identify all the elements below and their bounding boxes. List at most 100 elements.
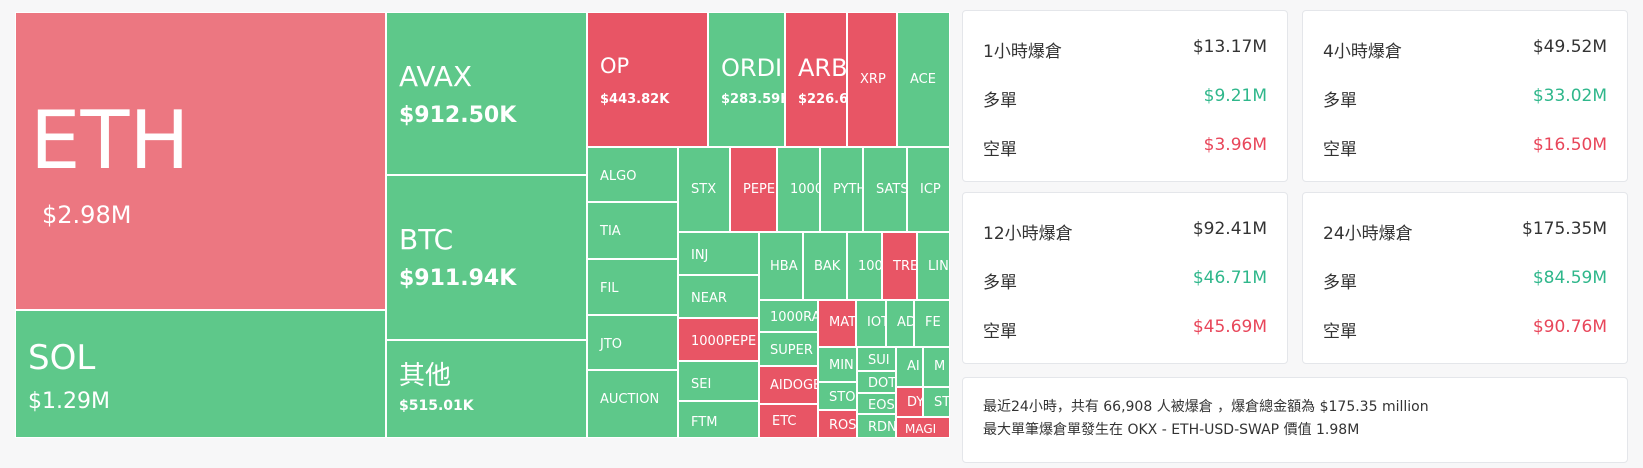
treemap-tile-1000pepe[interactable]: 1000PEPE: [678, 318, 759, 361]
treemap-tile-pepe[interactable]: PEPE: [730, 147, 777, 232]
treemap-tile-magi[interactable]: MAGI: [896, 417, 950, 438]
treemap-tile-inj[interactable]: INJ: [678, 232, 759, 275]
treemap-tile-fe[interactable]: FE: [914, 300, 950, 347]
row-label: 多單: [1323, 91, 1357, 111]
tile-value: $226.68K: [798, 92, 847, 107]
treemap-tile-lin[interactable]: LIN: [917, 232, 950, 300]
row-value: $46.71M: [1192, 268, 1267, 288]
row-value: $49.52M: [1532, 37, 1607, 57]
liquidation-summary: 最近24小時，共有 66,908 人被爆倉 ，爆倉總金額為 $175.35 mi…: [962, 377, 1628, 463]
row-label: 多單: [1323, 273, 1357, 293]
treemap-tile-arb[interactable]: ARB $226.68K: [785, 12, 847, 147]
row-value: $90.76M: [1532, 317, 1607, 337]
treemap-tile-1000[interactable]: 1000: [777, 147, 820, 232]
treemap-tile-dy[interactable]: DY: [896, 387, 923, 417]
tile-symbol: DY: [907, 395, 923, 410]
treemap-tile-super[interactable]: SUPER: [759, 332, 818, 366]
row-label: 空單: [1323, 322, 1357, 342]
treemap-tile-jto[interactable]: JTO: [587, 315, 678, 370]
row-label: 空單: [983, 322, 1017, 342]
tile-value: $2.98M: [42, 201, 132, 229]
summary-line-2: 最大單筆爆倉單發生在 OKX - ETH-USD-SWAP 價值 1.98M: [983, 422, 1360, 438]
tile-symbol: MIN: [829, 358, 854, 373]
tile-symbol: ALGO: [600, 169, 637, 184]
treemap-tile-algo[interactable]: ALGO: [587, 147, 678, 202]
treemap-tile-100[interactable]: 100: [847, 232, 882, 300]
tile-value: $1.29M: [28, 389, 110, 414]
row-label: 多單: [983, 91, 1017, 111]
treemap-tile-near[interactable]: NEAR: [678, 275, 759, 318]
treemap-tile-eth[interactable]: ETH $2.98M: [15, 12, 386, 310]
tile-symbol: LIN: [928, 259, 949, 274]
treemap-tile-sol[interactable]: SOL $1.29M: [15, 310, 386, 438]
tile-symbol: STO: [829, 390, 856, 405]
tile-symbol: SEI: [691, 377, 712, 392]
treemap-tile-tre[interactable]: TRE: [882, 232, 917, 300]
card-long-row: 多單 $46.71M: [983, 268, 1267, 293]
treemap-tile-eos[interactable]: EOS: [857, 393, 896, 414]
tile-symbol: ROS: [829, 418, 857, 433]
treemap-tile-sto[interactable]: STO: [818, 382, 857, 410]
tile-symbol: M: [934, 359, 946, 374]
treemap-tile-ftm[interactable]: FTM: [678, 401, 759, 438]
tile-symbol: PYTH: [833, 182, 863, 197]
treemap-tile-min[interactable]: MIN: [818, 347, 857, 382]
treemap-tile-其他[interactable]: 其他 $515.01K: [386, 340, 587, 438]
treemap-tile-pyth[interactable]: PYTH: [820, 147, 863, 232]
card-total-row: 1小時爆倉 $13.17M: [983, 37, 1267, 62]
treemap-tile-avax[interactable]: AVAX $912.50K: [386, 12, 587, 175]
treemap-tile-stx[interactable]: STX: [678, 147, 730, 232]
treemap-tile-iot[interactable]: IOT: [856, 300, 886, 347]
tile-value: $443.82K: [600, 92, 670, 107]
treemap-tile-ros[interactable]: ROS: [818, 410, 857, 438]
tile-symbol: RDN: [868, 420, 896, 435]
card-total-row: 4小時爆倉 $49.52M: [1323, 37, 1607, 62]
tile-symbol: ACE: [910, 72, 936, 87]
treemap-tile-sui[interactable]: SUI: [857, 347, 896, 371]
treemap-tile-ai[interactable]: AI: [896, 347, 923, 387]
tile-symbol: PEPE: [743, 182, 776, 197]
card-short-row: 空單 $90.76M: [1323, 317, 1607, 342]
tile-symbol: ETH: [30, 94, 190, 187]
tile-symbol: AUCTION: [600, 392, 660, 407]
tile-symbol: EOS: [868, 398, 895, 413]
tile-symbol: AD: [897, 315, 913, 330]
treemap-tile-sats[interactable]: SATS: [863, 147, 907, 232]
treemap-tile-xrp[interactable]: XRP: [847, 12, 897, 147]
row-value: $3.96M: [1203, 135, 1267, 155]
row-value: $45.69M: [1192, 317, 1267, 337]
tile-symbol: 其他: [399, 361, 452, 391]
treemap-tile-tia[interactable]: TIA: [587, 202, 678, 259]
treemap-tile-etc[interactable]: ETC: [759, 404, 818, 438]
row-label: 1小時爆倉: [983, 42, 1062, 62]
treemap-tile-ordi[interactable]: ORDI $283.59K: [708, 12, 785, 147]
tile-symbol: AI: [907, 359, 920, 374]
treemap-tile-rdn[interactable]: RDN: [857, 414, 896, 438]
treemap-tile-icp[interactable]: ICP: [907, 147, 950, 232]
tile-symbol: TRE: [893, 259, 917, 274]
treemap-tile-bak[interactable]: BAK: [803, 232, 847, 300]
treemap-tile-mat[interactable]: MAT: [818, 300, 856, 347]
treemap-tile-1000ra[interactable]: 1000RA: [759, 300, 818, 332]
treemap-tile-ace[interactable]: ACE: [897, 12, 950, 147]
tile-symbol: ARB: [798, 54, 847, 82]
treemap-tile-op[interactable]: OP $443.82K: [587, 12, 708, 147]
treemap-tile-st[interactable]: ST: [923, 387, 950, 417]
tile-symbol: ORDI: [721, 54, 783, 82]
treemap-tile-btc[interactable]: BTC $911.94K: [386, 175, 587, 340]
treemap-tile-aidoge[interactable]: AIDOGE: [759, 366, 818, 404]
tile-symbol: XRP: [860, 72, 886, 87]
treemap-tile-ad[interactable]: AD: [886, 300, 914, 347]
treemap-tile-dot[interactable]: DOT: [857, 371, 896, 393]
tile-symbol: IOT: [867, 315, 885, 330]
treemap-tile-sei[interactable]: SEI: [678, 361, 759, 401]
tile-symbol: BTC: [399, 223, 454, 256]
tile-symbol: ST: [934, 395, 950, 410]
treemap-tile-fil[interactable]: FIL: [587, 259, 678, 315]
treemap-tile-m[interactable]: M: [923, 347, 950, 387]
treemap-tile-auction[interactable]: AUCTION: [587, 370, 678, 438]
treemap-tile-hba[interactable]: HBA: [759, 232, 803, 300]
liquidation-card-2: 4小時爆倉 $49.52M 多單 $33.02M 空單 $16.50M: [1302, 10, 1628, 182]
tile-symbol: AIDOGE: [770, 378, 818, 393]
tile-symbol: TIA: [600, 224, 621, 239]
